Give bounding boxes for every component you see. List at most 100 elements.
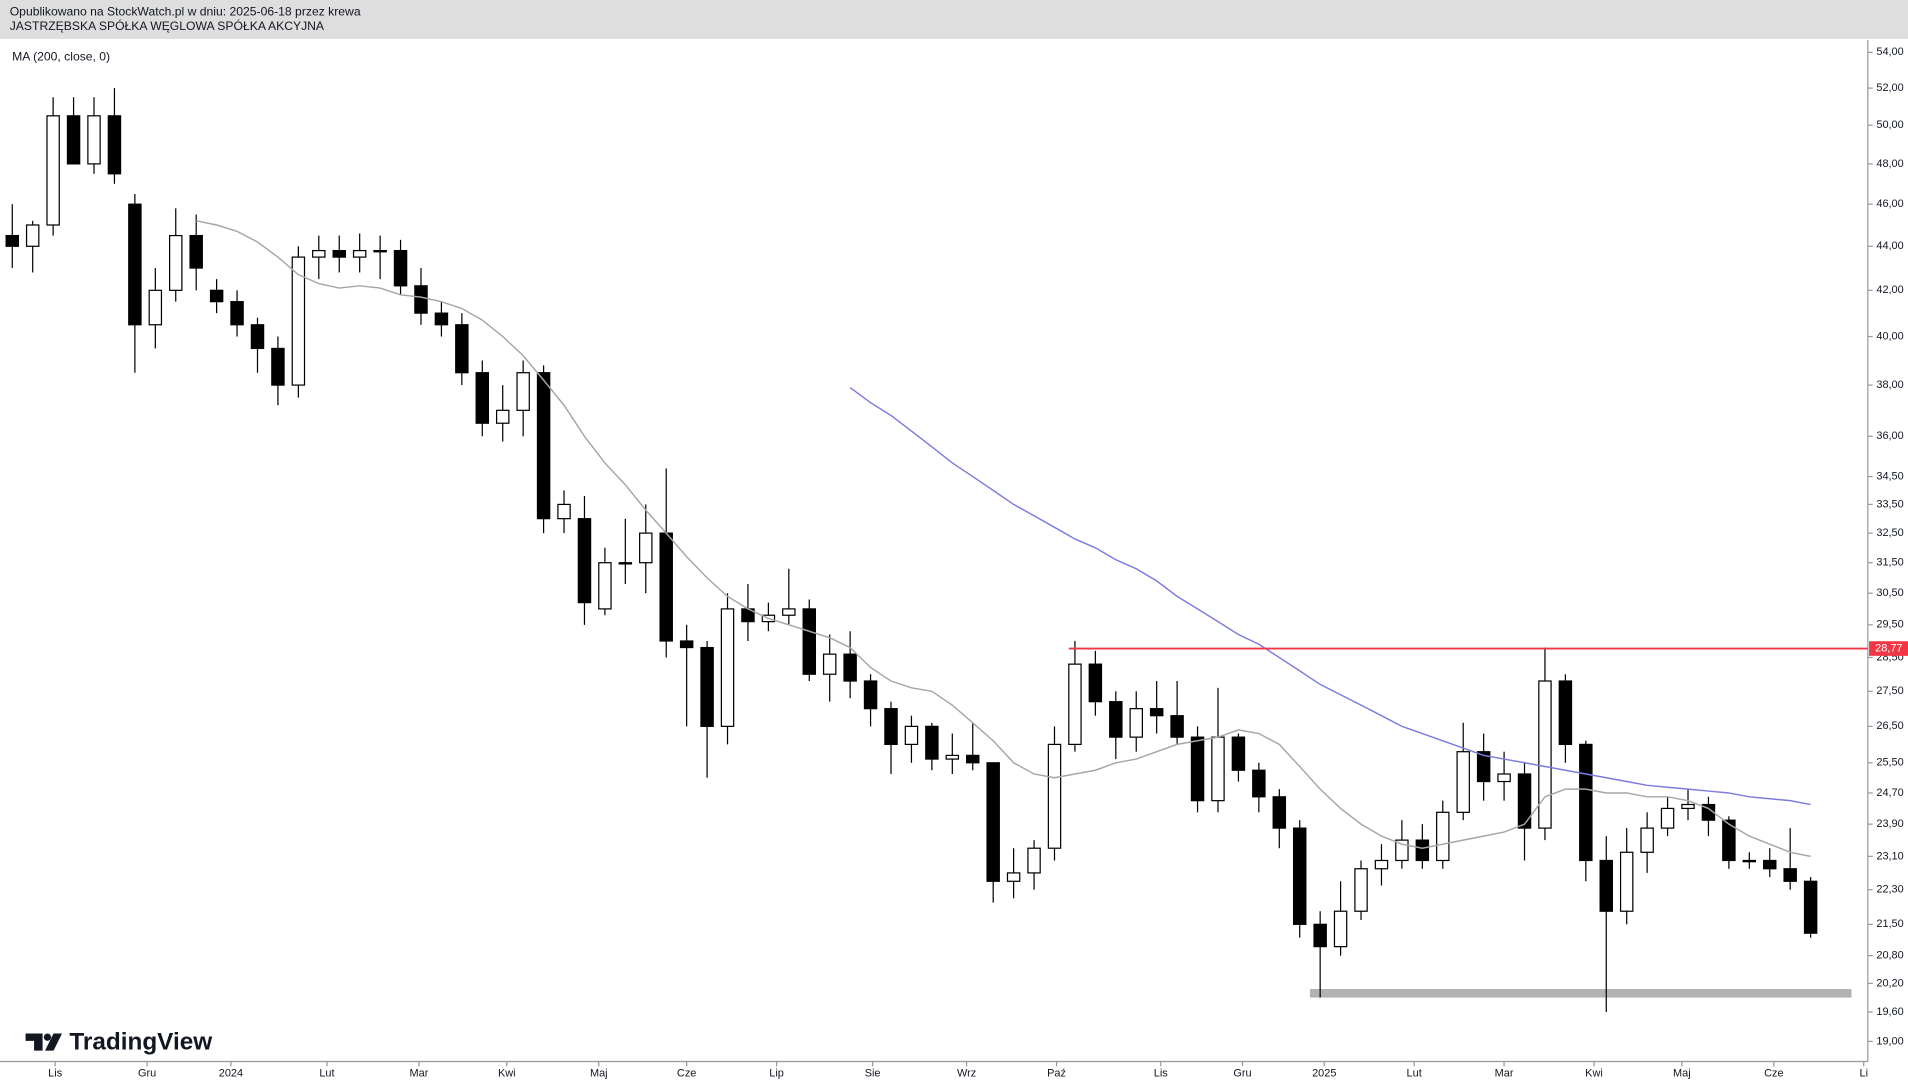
- y-tick-label: 25,50: [1876, 757, 1903, 769]
- candle-body: [1558, 680, 1573, 746]
- candle-body: [1272, 796, 1287, 829]
- y-tick-label: 54,00: [1876, 46, 1903, 58]
- y-tick-label: 19,00: [1876, 1035, 1903, 1047]
- axis-overlay: 54,00 52,00 50,00 48,00 46,00 44,00 42,00 40,00…: [48, 46, 1908, 1080]
- candle-body: [1742, 859, 1757, 863]
- candle-body: [434, 312, 449, 326]
- logo: TradingView: [25, 1029, 212, 1056]
- candle-body: [618, 562, 633, 565]
- candle-body: [128, 203, 142, 326]
- candle-body: [720, 608, 735, 727]
- candle-body: [1476, 751, 1491, 783]
- y-tick-label: 30,50: [1876, 587, 1903, 599]
- candle-body: [1436, 811, 1450, 862]
- x-tick-label: Lut: [1407, 1068, 1422, 1080]
- x-tick-label: Lis: [1154, 1068, 1169, 1080]
- candle-body: [516, 372, 530, 411]
- y-tick-label: 23,90: [1876, 818, 1903, 830]
- candle-body: [1681, 803, 1695, 810]
- candle-body: [863, 680, 878, 710]
- x-tick-label: Kwi: [498, 1068, 516, 1080]
- candle-body: [1497, 773, 1511, 783]
- x-tick-label: Gru: [138, 1068, 156, 1080]
- x-tick-label: Cze: [677, 1068, 696, 1080]
- y-tick-label: 27,50: [1876, 685, 1903, 697]
- y-tick-label: 31,50: [1876, 557, 1903, 569]
- x-tick-label: Mar: [1495, 1068, 1514, 1080]
- candle-body: [986, 762, 1000, 882]
- support-zone: [1309, 989, 1852, 998]
- candle-body: [189, 234, 203, 269]
- y-tick-label: 20,20: [1876, 977, 1903, 989]
- candle-body: [1599, 859, 1614, 912]
- level-tag: [1869, 641, 1908, 656]
- y-tick-label: 38,00: [1876, 379, 1903, 391]
- ma-line: [849, 386, 1811, 806]
- candle-body: [1149, 708, 1164, 717]
- candle-body: [1517, 773, 1532, 829]
- candle-body: [1129, 708, 1143, 738]
- y-tick-label: 26,50: [1876, 720, 1903, 732]
- y-tick-label: 22,30: [1876, 884, 1903, 896]
- candle-body: [1619, 851, 1634, 912]
- candle-body: [1640, 827, 1654, 853]
- candle-body: [1047, 743, 1062, 849]
- plot-area: [5, 88, 1868, 1012]
- candle-body: [1579, 743, 1593, 862]
- candle-body: [945, 754, 960, 760]
- published-note: Opublikowano na StockWatch.pl w dniu: 20…: [10, 4, 361, 18]
- x-tick-label: Gru: [1233, 1068, 1251, 1080]
- candle-body: [1170, 715, 1184, 738]
- level-tag-label: 28,77: [1875, 642, 1902, 654]
- candle-body: [1211, 736, 1225, 802]
- candle-body: [1456, 751, 1470, 813]
- candle-body: [1354, 868, 1368, 912]
- y-tick-label: 34,50: [1876, 470, 1903, 482]
- candle-body: [1722, 819, 1736, 862]
- candle-body: [169, 234, 183, 291]
- candle-body: [1313, 923, 1327, 948]
- y-tick-label: 29,50: [1876, 619, 1903, 631]
- candle-body: [1109, 701, 1123, 738]
- x-tick-label: 2024: [219, 1068, 243, 1080]
- x-tick-label: Wrz: [957, 1068, 976, 1080]
- candle-body: [1292, 827, 1307, 925]
- logo-text: TradingView: [69, 1029, 212, 1056]
- candle-body: [557, 503, 571, 520]
- candle-body: [393, 249, 408, 287]
- company-name: JASTRZĘBSKA SPÓŁKA WĘGLOWA SPÓŁKA AKCYJN…: [10, 18, 325, 33]
- candle-body: [1190, 736, 1205, 802]
- y-tick-label: 32,50: [1876, 527, 1903, 539]
- candle-body: [1333, 910, 1348, 948]
- candle-body: [1783, 868, 1797, 882]
- candle-body: [271, 347, 285, 386]
- candle-body: [1252, 769, 1266, 798]
- x-tick-label: Paź: [1047, 1068, 1066, 1080]
- y-tick-label: 33,50: [1876, 498, 1903, 510]
- x-tick-label: Li: [1860, 1068, 1869, 1080]
- candle-body: [802, 608, 817, 675]
- y-tick-label: 36,00: [1876, 430, 1903, 442]
- candle-body: [475, 372, 490, 424]
- candle-body: [884, 708, 898, 746]
- indicator-label: MA (200, close, 0): [12, 49, 110, 63]
- x-tick-label: Lip: [769, 1068, 784, 1080]
- x-tick-label: Lis: [48, 1068, 63, 1080]
- logo-mark: [45, 1033, 63, 1051]
- candle-body: [843, 653, 857, 682]
- candle-body: [5, 234, 20, 247]
- candle-body: [1374, 859, 1389, 870]
- candle-body: [414, 285, 428, 314]
- candle-body: [209, 289, 224, 303]
- candle-body: [1660, 807, 1675, 829]
- candle-body: [107, 115, 122, 175]
- y-tick-label: 23,10: [1876, 850, 1903, 862]
- y-tick-label: 50,00: [1876, 119, 1903, 131]
- y-tick-label: 24,70: [1876, 787, 1903, 799]
- y-tick-label: 40,00: [1876, 330, 1903, 342]
- candle-body: [904, 725, 919, 746]
- candle-body: [66, 115, 81, 165]
- candle-body: [25, 224, 40, 247]
- candle-body: [332, 249, 346, 258]
- y-tick-label: 42,00: [1876, 284, 1903, 296]
